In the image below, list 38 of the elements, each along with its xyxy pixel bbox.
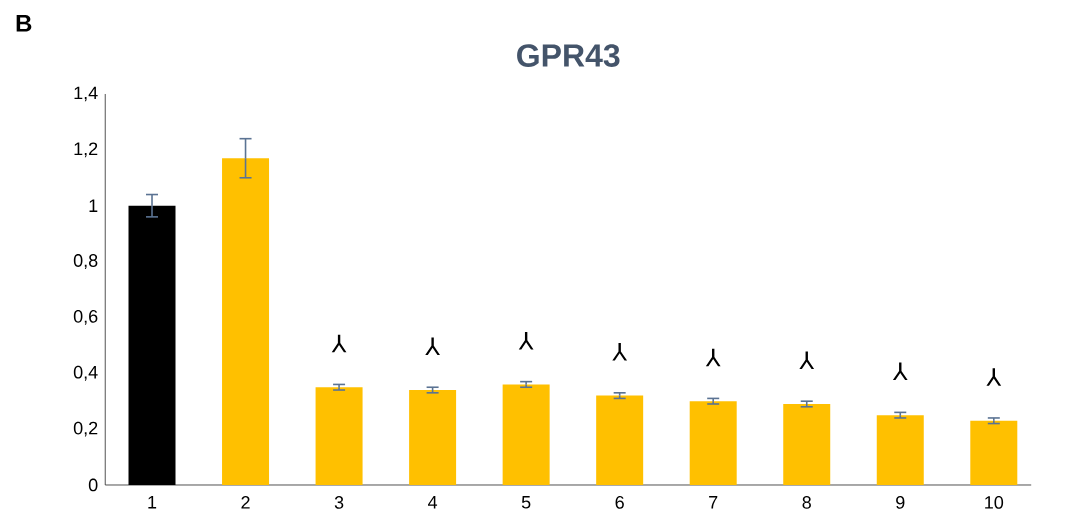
y-tick-label: 0,2 bbox=[73, 421, 98, 437]
x-tick-label: 7 bbox=[709, 496, 718, 509]
annotation: ⅄ bbox=[705, 348, 721, 367]
y-tick-label: 0,6 bbox=[73, 309, 98, 325]
annotation: ⅄ bbox=[892, 362, 908, 381]
chart-title: GPR43 bbox=[517, 44, 620, 67]
y-tick-label: 0,8 bbox=[73, 254, 98, 269]
annotation: ⅄ bbox=[425, 337, 440, 355]
text: B bbox=[16, 15, 32, 32]
annotation: ⅄ bbox=[518, 331, 534, 350]
x-tick-label: 5 bbox=[521, 496, 531, 509]
x-tick-label: 3 bbox=[334, 496, 344, 509]
y-tick-label: 1,4 bbox=[74, 86, 98, 102]
y-tick-label: 1 bbox=[89, 199, 98, 212]
x-tick-label: 4 bbox=[428, 496, 438, 509]
y-tick-label: 0,4 bbox=[73, 365, 98, 381]
x-tick-label: 8 bbox=[802, 496, 811, 509]
bar bbox=[128, 205, 176, 485]
x-tick-label: 6 bbox=[615, 496, 624, 509]
annotation: ⅄ bbox=[799, 351, 815, 369]
annotation: ⅄ bbox=[986, 368, 1002, 386]
bar bbox=[876, 415, 924, 485]
y-tick-label: 1,2 bbox=[74, 142, 98, 158]
annotation: ⅄ bbox=[612, 343, 628, 361]
x-tick-label: 9 bbox=[896, 496, 905, 509]
bar bbox=[409, 390, 457, 485]
bar bbox=[502, 384, 550, 485]
bar bbox=[315, 387, 363, 485]
bar bbox=[783, 403, 831, 485]
x-tick-label: 10 bbox=[985, 496, 1004, 509]
bar bbox=[596, 395, 644, 485]
annotation: ⅄ bbox=[331, 334, 347, 353]
x-tick-label: 2 bbox=[241, 496, 250, 509]
bar bbox=[689, 401, 737, 485]
bar bbox=[222, 158, 270, 485]
y-tick-label: 0 bbox=[88, 478, 98, 492]
bar bbox=[970, 420, 1018, 485]
x-tick-label: 1 bbox=[148, 496, 157, 509]
